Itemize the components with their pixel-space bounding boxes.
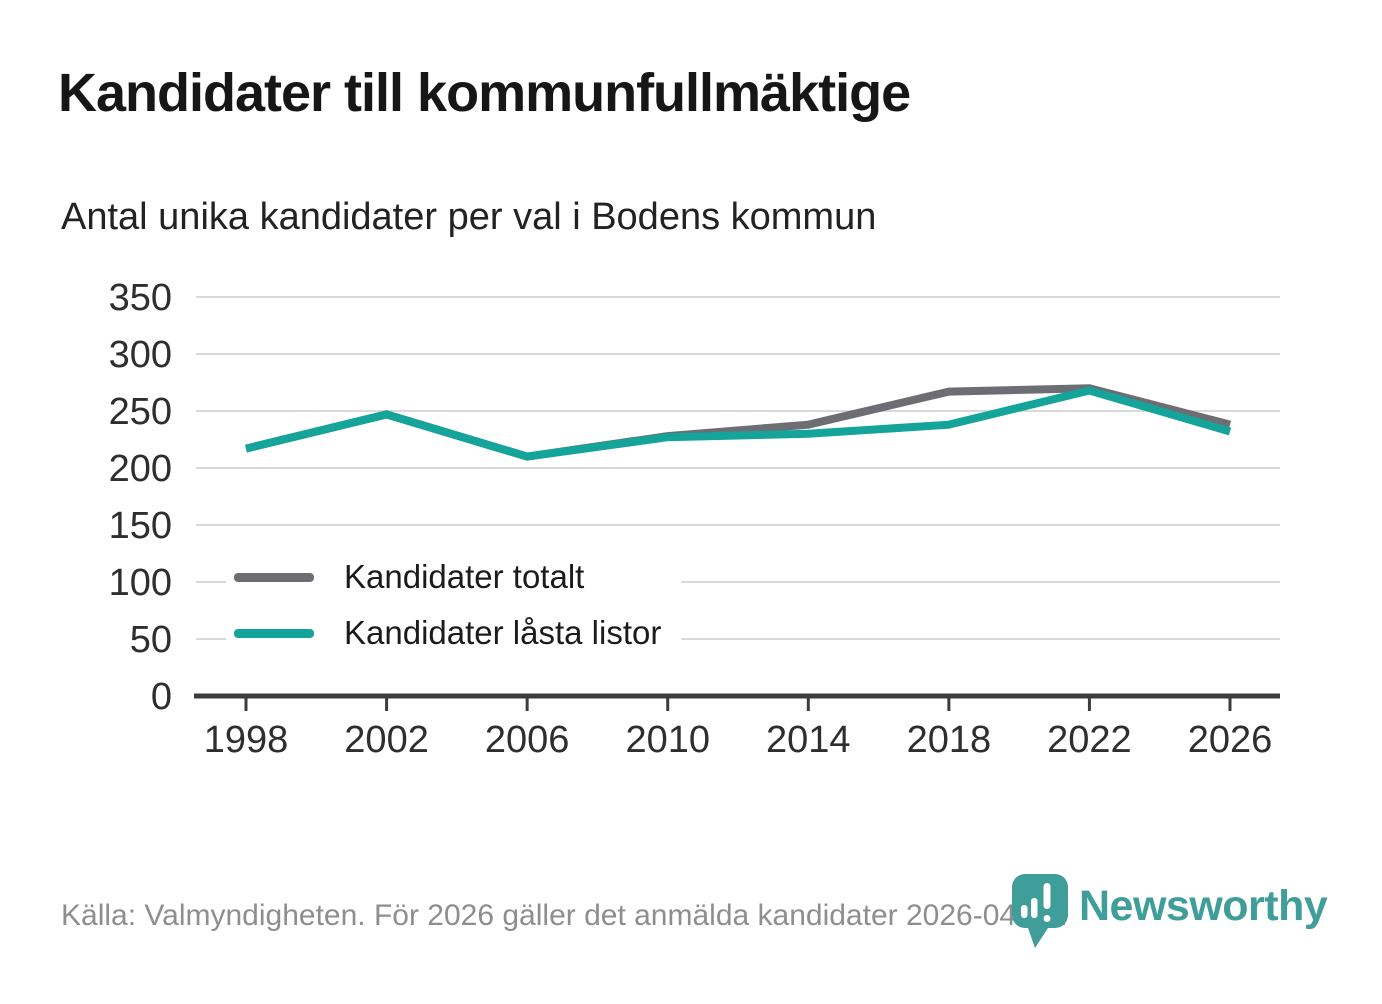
y-tick-label: 150 [109, 505, 172, 547]
y-tick-label: 250 [109, 391, 172, 433]
legend-label-totalt: Kandidater totalt [344, 558, 585, 595]
y-tick-label: 300 [109, 334, 172, 376]
legend-swatch-lasta-listor [234, 628, 314, 638]
legend-swatch-totalt [234, 572, 314, 582]
x-tick-label: 1998 [204, 719, 289, 761]
series-line-0 [245, 384, 1232, 461]
newsworthy-logo: Newsworthy [1012, 874, 1328, 950]
y-tick-label: 350 [109, 277, 172, 319]
newsworthy-wordmark: Newsworthy [1079, 882, 1328, 930]
x-tick-label: 2026 [1188, 719, 1273, 761]
chart-subtitle: Antal unika kandidater per val i Bodens … [61, 196, 877, 238]
y-tick-label: 100 [109, 562, 172, 604]
legend-item-totalt: Kandidater totalt [234, 549, 661, 605]
legend-item-lasta-listor: Kandidater låsta listor [234, 605, 661, 661]
y-tick-label: 200 [109, 448, 172, 490]
chart-legend: Kandidater totalt Kandidater låsta listo… [226, 545, 682, 665]
y-tick-label: 0 [151, 676, 172, 718]
x-tick-label: 2014 [766, 719, 851, 761]
x-tick-label: 2018 [907, 719, 992, 761]
y-tick-label: 50 [130, 619, 172, 661]
chart-title: Kandidater till kommunfullmäktige [58, 63, 911, 123]
legend-label-lasta-listor: Kandidater låsta listor [344, 614, 662, 651]
x-tick-label: 2022 [1047, 719, 1132, 761]
series-line-1 [245, 386, 1232, 461]
x-tick-label: 2010 [625, 719, 710, 761]
newsworthy-logo-icon [1012, 874, 1068, 948]
source-note: Källa: Valmyndigheten. För 2026 gäller d… [61, 899, 1068, 932]
x-tick-label: 2002 [344, 719, 429, 761]
x-tick-label: 2006 [485, 719, 570, 761]
